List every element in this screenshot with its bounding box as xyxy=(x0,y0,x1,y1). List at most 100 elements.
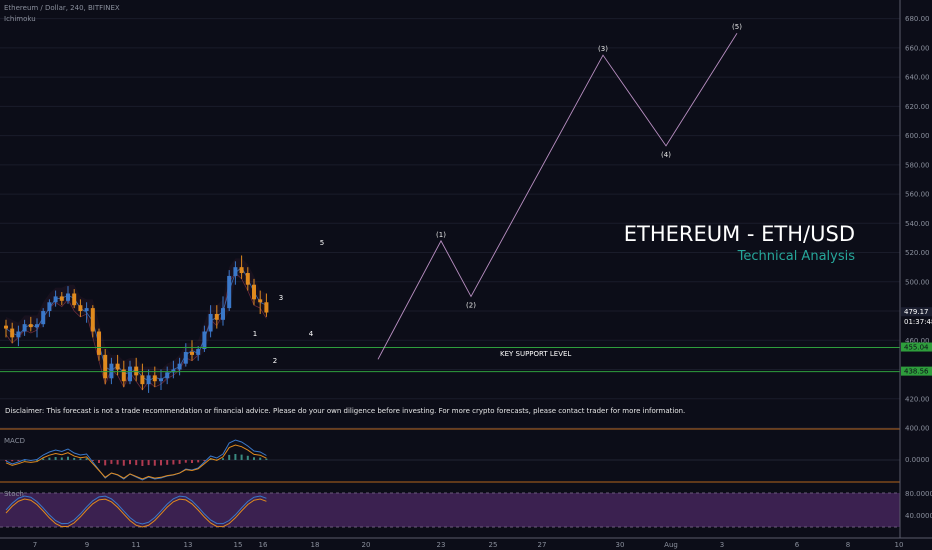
macd-bar xyxy=(141,460,144,466)
macd-bar xyxy=(60,457,63,460)
wave-label: 5 xyxy=(320,239,324,247)
candle-body xyxy=(152,375,157,382)
time-tick: 6 xyxy=(795,541,800,549)
price-tick: 620.00 xyxy=(905,103,930,111)
overlay-title: ETHEREUM - ETH/USD xyxy=(623,222,855,246)
time-tick: 20 xyxy=(362,541,371,549)
time-tick: 16 xyxy=(259,541,268,549)
macd-bar xyxy=(23,459,26,461)
stoch-label: Stoch xyxy=(4,490,24,498)
candle-body xyxy=(214,313,219,320)
projection-label: (3) xyxy=(598,45,608,53)
macd-bar xyxy=(246,455,249,460)
disclaimer-text: Disclaimer: This forecast is not a trade… xyxy=(5,407,686,415)
projection-label: (4) xyxy=(661,151,671,159)
candle-body xyxy=(121,369,126,382)
time-tick: 27 xyxy=(538,541,547,549)
price-tick: 680.00 xyxy=(905,15,930,23)
macd-bar xyxy=(116,460,119,465)
macd-bar xyxy=(48,457,51,460)
macd-bar xyxy=(129,460,131,465)
macd-bar xyxy=(234,454,237,460)
candle-body xyxy=(16,331,21,338)
last-price-bg xyxy=(901,307,932,317)
macd-bar xyxy=(240,454,243,460)
level-label: 438.56 xyxy=(904,368,929,376)
candle-body xyxy=(35,324,39,328)
macd-bar xyxy=(73,457,76,460)
time-tick: 23 xyxy=(437,541,446,549)
macd-tick: 0.0000 xyxy=(905,456,930,464)
projection-path xyxy=(377,33,738,360)
candle-body xyxy=(159,378,163,382)
candle-body xyxy=(177,363,182,370)
macd-bar xyxy=(91,460,94,461)
candle-body xyxy=(41,311,46,325)
macd-bar xyxy=(191,460,193,463)
macd-bar xyxy=(197,460,200,463)
candle-body xyxy=(183,351,188,364)
candle-body xyxy=(233,267,238,276)
candle-body xyxy=(245,273,250,285)
candle-body xyxy=(134,366,139,376)
symbol-title: Ethereum / Dollar, 240, BITFINEX xyxy=(4,4,120,12)
wave-lines: 1 2 3 4 5 (1) (2) (3) (4) (5) xyxy=(253,23,742,365)
candle-body xyxy=(196,349,201,355)
time-tick: 11 xyxy=(132,541,141,549)
price-axis: 680.00 660.00 640.00 620.00 600.00 580.00 560.… xyxy=(899,0,932,538)
macd-bar xyxy=(85,458,88,460)
price-tick: 560.00 xyxy=(905,191,930,199)
candle-body xyxy=(227,275,232,309)
candle-body xyxy=(252,284,256,300)
candle-body xyxy=(190,351,194,355)
candle-body xyxy=(171,369,176,373)
time-tick: 25 xyxy=(489,541,498,549)
projection-label: (1) xyxy=(436,231,446,239)
cloud-fill xyxy=(6,258,267,388)
candle-body xyxy=(97,331,101,355)
time-tick: 7 xyxy=(33,541,37,549)
wave-label: 4 xyxy=(309,330,314,338)
macd-bar xyxy=(160,460,162,466)
indicator-panes xyxy=(0,428,900,528)
macd-bar xyxy=(98,460,100,463)
macd-line xyxy=(5,439,267,481)
price-tick: 600.00 xyxy=(905,132,930,140)
price-tick: 500.00 xyxy=(905,278,930,286)
stoch-k xyxy=(5,495,267,525)
macd-bar xyxy=(67,456,69,460)
time-tick: 3 xyxy=(720,541,724,549)
signal-line xyxy=(5,444,267,480)
macd-bar xyxy=(36,459,38,461)
overlay-subtitle: Technical Analysis xyxy=(737,249,855,264)
price-tick: 460.00 xyxy=(905,337,930,345)
macd-bar xyxy=(11,460,14,462)
candle-body xyxy=(59,296,64,301)
candle-body xyxy=(128,366,132,382)
candle-body xyxy=(140,375,145,385)
macd-bar xyxy=(166,460,169,465)
macd-bar xyxy=(228,454,231,460)
candle-body xyxy=(78,305,83,312)
candle-body xyxy=(208,313,213,332)
price-tick: 400.00 xyxy=(905,425,930,433)
candle-body xyxy=(103,354,108,379)
price-tick: 640.00 xyxy=(905,74,930,82)
macd-bar xyxy=(122,460,125,466)
macd-bar xyxy=(203,460,206,461)
price-tick: 540.00 xyxy=(905,220,930,228)
candle-body xyxy=(10,328,15,338)
stoch-tick: 80.0000 xyxy=(905,490,932,498)
macd-bar xyxy=(172,460,175,465)
candle-body xyxy=(146,375,151,385)
level-bg xyxy=(901,342,932,352)
support-lines xyxy=(0,347,900,373)
price-tick: 420.00 xyxy=(905,395,930,403)
macd-bar xyxy=(253,457,255,460)
candle-body xyxy=(221,308,225,320)
indicator-label: Ichimoku xyxy=(4,15,36,23)
stoch-d xyxy=(5,498,267,528)
time-tick: 13 xyxy=(184,541,193,549)
macd-bar xyxy=(110,460,113,464)
